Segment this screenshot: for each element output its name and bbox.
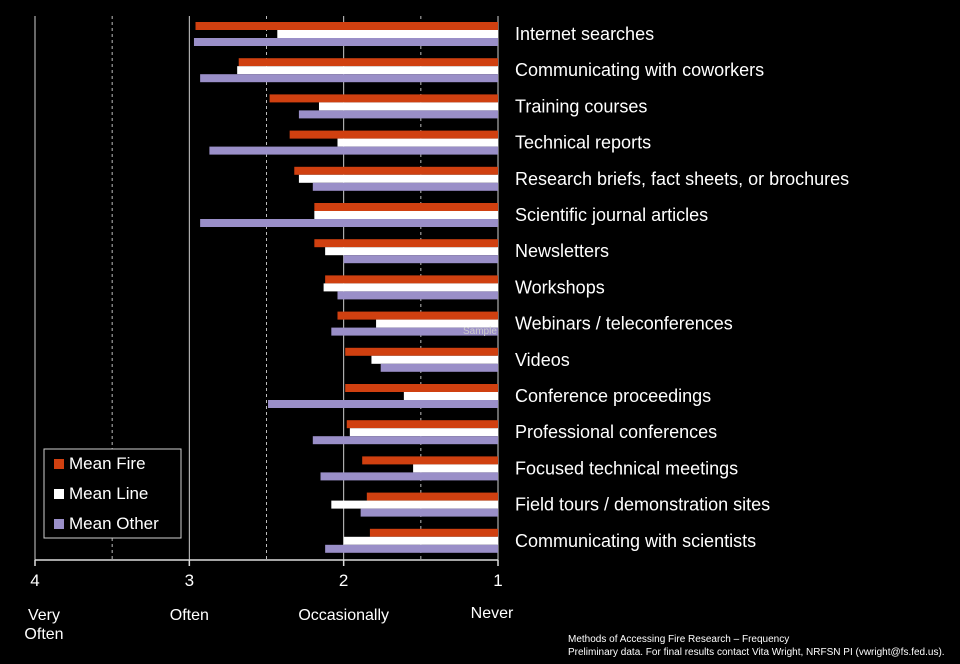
bar-mean-fire <box>337 311 498 320</box>
bar-mean-other <box>312 436 498 445</box>
legend-label: Mean Line <box>69 484 148 503</box>
bar-mean-fire <box>269 94 498 103</box>
x-axis: 4 3 2 1 Very Often Often Occasionally Never <box>24 559 514 643</box>
bar-mean-other <box>331 327 498 336</box>
bar-mean-fire <box>362 456 498 465</box>
scale-label: Occasionally <box>298 607 389 624</box>
bar-mean-line <box>277 30 498 38</box>
category-label: Webinars / teleconferences <box>515 314 733 334</box>
bar-mean-fire <box>294 166 498 175</box>
bar-mean-fire <box>289 130 498 139</box>
bar-mean-other <box>360 508 498 517</box>
category-label: Technical reports <box>515 133 651 153</box>
bar-mean-fire <box>314 203 498 211</box>
category-labels: Internet searches Communicating with cowo… <box>515 24 849 551</box>
legend-label: Mean Fire <box>69 454 146 473</box>
bar-mean-line <box>298 174 498 183</box>
bar-mean-fire <box>314 239 498 248</box>
bars <box>193 22 499 553</box>
tick-label: 4 <box>30 571 39 590</box>
legend-swatch <box>54 519 64 529</box>
bar-mean-line <box>237 66 498 75</box>
legend-box <box>43 448 182 539</box>
bar-mean-fire <box>238 58 498 67</box>
category-label: Newsletters <box>515 241 609 261</box>
category-label: Training courses <box>515 96 647 116</box>
category-label: Communicating with scientists <box>515 531 756 551</box>
bar-mean-line <box>337 138 498 147</box>
category-label: Field tours / demonstration sites <box>515 495 770 515</box>
bar-mean-fire <box>195 22 499 30</box>
category-label: Videos <box>515 350 570 370</box>
bar-mean-other <box>193 38 499 46</box>
category-label: Focused technical meetings <box>515 458 738 478</box>
category-label: Workshops <box>515 277 605 297</box>
tick-label: 3 <box>185 571 194 590</box>
bar-mean-fire <box>346 420 498 429</box>
legend-swatch <box>54 459 64 469</box>
legend-label: Mean Other <box>69 514 159 533</box>
bar-mean-other <box>200 219 499 227</box>
category-label: Professional conferences <box>515 422 717 442</box>
tick-label: 2 <box>339 571 348 590</box>
bar-mean-line <box>343 536 498 545</box>
bar-mean-other <box>312 182 498 191</box>
bar-mean-other <box>298 110 498 119</box>
scale-label: Often <box>170 607 209 624</box>
bar-mean-line <box>371 355 498 364</box>
category-label: Conference proceedings <box>515 386 711 406</box>
bar-mean-other <box>343 255 498 264</box>
bar-mean-fire <box>345 347 498 356</box>
bar-mean-line <box>325 247 498 256</box>
category-label: Communicating with coworkers <box>515 60 764 80</box>
bar-mean-line <box>376 319 498 328</box>
bar-mean-line <box>314 211 498 219</box>
bar-mean-line <box>331 500 498 509</box>
bar-mean-other <box>380 363 498 372</box>
bar-mean-other <box>337 291 498 300</box>
bar-mean-other <box>325 544 498 553</box>
watermark: Sample <box>463 326 497 337</box>
tick-label: 1 <box>493 571 502 590</box>
footer-note: Preliminary data. For final results cont… <box>568 647 945 658</box>
bar-mean-fire <box>325 275 498 284</box>
bar-mean-line <box>349 428 498 437</box>
bar-mean-line <box>318 102 498 111</box>
legend: Mean Fire Mean Line Mean Other <box>43 448 182 539</box>
bar-mean-other <box>268 400 498 408</box>
bar-mean-line <box>413 464 498 473</box>
category-label: Internet searches <box>515 24 654 44</box>
bar-mean-fire <box>369 528 498 537</box>
bar-mean-line <box>323 283 498 292</box>
category-label: Research briefs, fact sheets, or brochur… <box>515 169 849 189</box>
bar-mean-line <box>403 392 498 400</box>
bar-mean-fire <box>366 492 498 501</box>
bar-mean-fire <box>345 384 498 392</box>
scale-label: Never <box>471 605 514 622</box>
bar-mean-other <box>200 74 499 83</box>
category-label: Scientific journal articles <box>515 205 708 225</box>
bar-mean-other <box>320 472 498 481</box>
scale-label: Very Often <box>24 607 63 643</box>
bar-mean-other <box>209 146 498 155</box>
legend-swatch <box>54 489 64 499</box>
footer-title: Methods of Accessing Fire Research – Fre… <box>568 634 790 645</box>
